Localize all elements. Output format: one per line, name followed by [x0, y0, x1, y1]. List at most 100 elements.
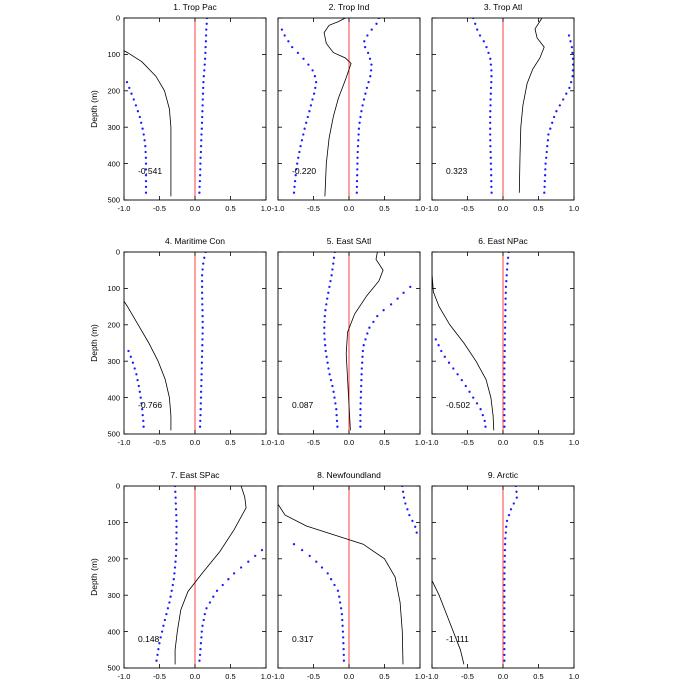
- y-tick-label: 300: [107, 591, 120, 600]
- x-tick-label: 1.0: [415, 204, 425, 213]
- y-axis-label: Depth (m): [89, 90, 99, 128]
- bound-point-1: [503, 413, 506, 417]
- bound-point-1: [200, 279, 204, 283]
- bound-point-1: [489, 150, 492, 154]
- x-tick-label: 0.5: [533, 204, 543, 213]
- bound-point-2: [356, 174, 359, 177]
- bound-point-1: [174, 496, 177, 499]
- bound-point-1: [204, 40, 208, 43]
- bound-point-2: [130, 92, 133, 95]
- bound-point-1: [506, 262, 509, 265]
- bound-point-2: [333, 583, 336, 587]
- bound-point-1: [503, 647, 506, 651]
- bound-point-1: [292, 191, 296, 194]
- bound-point-1: [490, 75, 493, 78]
- bound-point-2: [199, 647, 202, 651]
- bound-point-1: [512, 502, 515, 505]
- x-tick-label: 0.0: [344, 438, 354, 447]
- bound-point-1: [203, 256, 206, 259]
- bound-point-1: [503, 332, 507, 335]
- bound-point-2: [483, 419, 486, 423]
- bound-point-2: [198, 653, 202, 657]
- bound-point-2: [232, 572, 236, 575]
- bound-point-1: [489, 144, 492, 148]
- y-tick-label: 200: [107, 555, 120, 564]
- bound-point-2: [376, 314, 379, 318]
- y-axis-label: Depth (m): [89, 324, 99, 362]
- correlation-value: 0.087: [292, 400, 314, 410]
- bound-point-1: [201, 314, 204, 318]
- bound-point-1: [295, 168, 298, 171]
- bound-point-1: [503, 659, 506, 662]
- bound-point-1: [202, 86, 205, 90]
- bound-point-1: [201, 115, 204, 119]
- bound-point-1: [505, 268, 509, 271]
- bound-point-1: [327, 291, 330, 294]
- bound-point-1: [335, 408, 338, 411]
- bound-point-2: [356, 150, 359, 154]
- bound-point-1: [503, 349, 506, 353]
- y-tick-label: 200: [107, 321, 120, 330]
- bound-point-2: [546, 144, 549, 148]
- panel-6: 6. East NPac -1.0 -0.5 0.0 0.5 1.0 -0.502: [426, 236, 580, 447]
- bound-point-2: [447, 361, 451, 364]
- bound-point-1: [201, 297, 204, 300]
- bound-point-1: [198, 179, 202, 183]
- x-tick-label: 0.5: [533, 438, 543, 447]
- bound-point-2: [320, 566, 324, 569]
- bound-point-1: [503, 396, 506, 399]
- bound-point-1: [503, 408, 506, 411]
- x-tick-label: -0.5: [461, 438, 474, 447]
- bound-point-1: [291, 45, 294, 49]
- bound-point-2: [361, 361, 364, 364]
- bound-point-1: [490, 80, 493, 84]
- bound-point-2: [340, 612, 344, 616]
- bound-point-2: [208, 601, 212, 604]
- bound-point-2: [144, 168, 148, 171]
- x-tick-label: 1.0: [569, 204, 579, 213]
- bound-point-1: [485, 45, 488, 49]
- bound-point-1: [294, 174, 297, 177]
- bound-point-2: [369, 69, 373, 72]
- bound-point-2: [546, 139, 550, 142]
- bound-point-1: [159, 636, 162, 639]
- bound-point-1: [334, 402, 337, 405]
- bound-point-2: [568, 86, 571, 90]
- bound-point-1: [287, 40, 290, 43]
- bound-point-1: [165, 612, 168, 616]
- bound-point-1: [175, 537, 178, 540]
- bound-point-1: [157, 647, 160, 651]
- bound-point-1: [201, 303, 204, 306]
- bound-point-1: [314, 86, 317, 90]
- bound-point-1: [509, 508, 513, 511]
- bound-point-1: [490, 179, 493, 183]
- bound-point-2: [443, 355, 446, 358]
- bound-point-1: [489, 168, 493, 171]
- bound-point-2: [571, 63, 574, 66]
- panel-title: 4. Maritime Con: [165, 236, 225, 246]
- bound-point-2: [571, 69, 574, 72]
- bound-point-2: [138, 115, 141, 119]
- bound-point-1: [503, 630, 506, 633]
- bound-point-1: [489, 104, 492, 107]
- bound-point-1: [199, 413, 202, 417]
- bound-point-1: [202, 262, 205, 265]
- correlation-value: -0.766: [138, 400, 162, 410]
- bound-point-2: [139, 396, 142, 399]
- bound-point-1: [489, 98, 492, 101]
- bound-point-1: [205, 22, 208, 25]
- bound-point-1: [283, 34, 286, 37]
- bound-point-2: [382, 309, 385, 312]
- bound-point-2: [342, 642, 345, 645]
- bound-point-2: [359, 115, 362, 119]
- x-tick-label: 0.0: [498, 672, 508, 681]
- bound-point-2: [203, 612, 206, 616]
- bound-point-1: [200, 367, 203, 370]
- bound-point-1: [489, 110, 492, 113]
- bound-point-1: [313, 75, 317, 78]
- bound-point-1: [489, 127, 492, 130]
- bound-point-1: [175, 531, 178, 534]
- bound-point-2: [409, 285, 412, 289]
- profile-line: [124, 300, 172, 431]
- panel-title: 9. Arctic: [488, 470, 519, 480]
